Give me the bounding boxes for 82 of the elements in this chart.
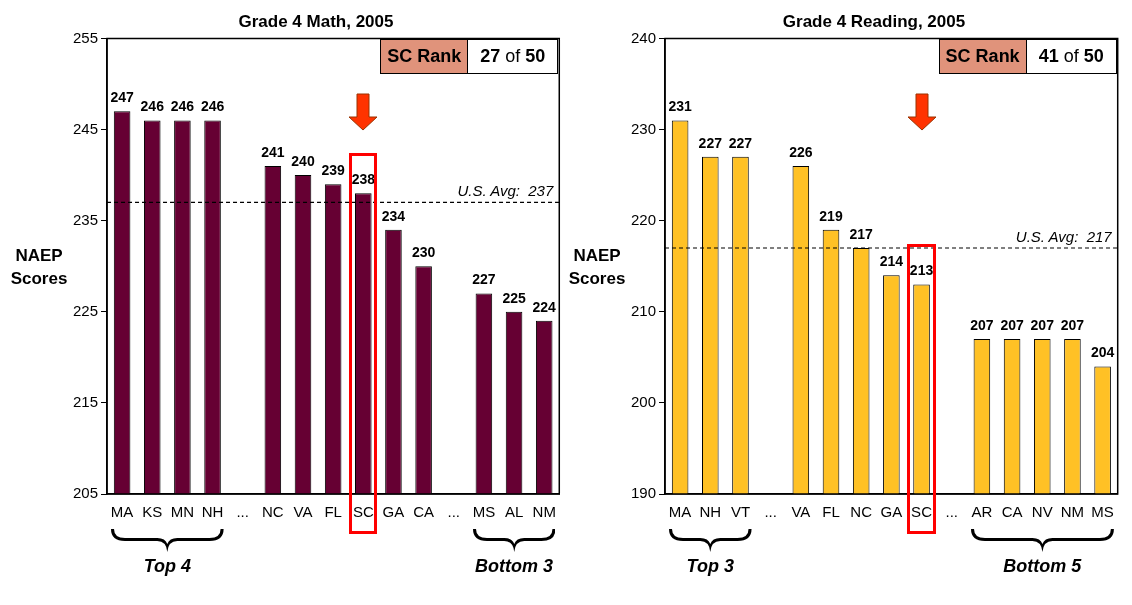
x-tick-label: VA — [791, 503, 811, 521]
ref-line-label: U.S. Avg: 217 — [1015, 227, 1113, 245]
y-tick-label: 205 — [73, 484, 99, 502]
data-label: 230 — [411, 244, 436, 261]
x-tick-label: SC — [352, 503, 374, 521]
annotation: 27 of 50 — [480, 46, 546, 67]
x-tick-label: FL — [822, 503, 840, 521]
text: Bottom 3 — [474, 556, 555, 577]
data-label: 246 — [170, 98, 195, 115]
data-label: 207 — [1060, 316, 1085, 333]
data-label: 204 — [1090, 344, 1115, 361]
x-tick-label: GA — [382, 503, 405, 521]
data-label: 224 — [532, 298, 557, 315]
x-tick-label: CA — [413, 503, 435, 521]
data-label: 225 — [502, 289, 526, 306]
x-tick-label: VA — [293, 503, 313, 521]
data-label: 247 — [110, 89, 134, 106]
y-tick-label: 235 — [73, 210, 99, 228]
data-label: 219 — [819, 207, 843, 224]
x-tick-label: AR — [971, 503, 993, 521]
chart-title: Grade 4 Reading, 2005 — [782, 11, 966, 31]
data-label: 241 — [261, 143, 285, 160]
chart-title: Grade 4 Math, 2005 — [238, 11, 394, 31]
y-tick-label: 190 — [631, 484, 657, 502]
x-tick-label: FL — [324, 503, 342, 521]
data-label: 226 — [789, 143, 813, 160]
x-tick-label: ... — [764, 503, 777, 521]
data-label: 246 — [200, 98, 225, 115]
data-label: 227 — [728, 134, 753, 151]
text: Top 3 — [685, 556, 735, 577]
x-tick-label: SC — [911, 503, 933, 521]
x-tick-label: MN — [170, 503, 195, 521]
x-tick-label: CA — [1001, 503, 1023, 521]
data-label: 231 — [668, 98, 693, 115]
data-label: 240 — [291, 152, 315, 169]
x-tick-label: NM — [532, 503, 556, 521]
annotation: 41 of 50 — [1038, 46, 1104, 67]
data-label: 217 — [849, 225, 874, 242]
data-label: 207 — [1030, 316, 1055, 333]
x-tick-label: KS — [142, 503, 163, 521]
annotation: SC Rank — [381, 40, 469, 74]
text: Bottom 5 — [1002, 556, 1083, 577]
x-tick-label: ... — [236, 503, 249, 521]
x-tick-label: GA — [880, 503, 903, 521]
y-tick-label: 225 — [73, 301, 99, 319]
text: Top 4 — [142, 556, 192, 577]
y-axis-title: NAEP Scores — [9, 245, 69, 291]
data-label: 234 — [381, 207, 406, 224]
y-tick-label: 240 — [631, 28, 657, 46]
x-tick-label: MA — [668, 503, 692, 521]
y-tick-label: 220 — [631, 210, 657, 228]
x-tick-label: ... — [447, 503, 461, 521]
y-tick-label: 230 — [631, 119, 657, 137]
y-tick-label: 215 — [73, 393, 99, 411]
y-tick-label: 210 — [631, 301, 657, 319]
x-tick-label: NH — [201, 503, 224, 521]
y-tick-label: 255 — [73, 28, 99, 46]
annotation: SC Rank — [939, 40, 1027, 74]
x-tick-label: NC — [850, 503, 873, 521]
data-label: 227 — [698, 134, 723, 151]
x-tick-label: VT — [730, 503, 751, 521]
x-tick-label: MA — [110, 503, 134, 521]
y-tick-label: 200 — [631, 393, 657, 411]
y-tick-label: 245 — [73, 119, 99, 137]
ref-line-label: U.S. Avg: 237 — [457, 182, 554, 200]
data-label: 207 — [970, 316, 994, 333]
x-tick-label: NH — [699, 503, 722, 521]
x-tick-label: ... — [945, 503, 958, 521]
x-tick-label: NM — [1060, 503, 1085, 521]
x-tick-label: MS — [472, 503, 496, 521]
x-tick-label: NV — [1031, 503, 1053, 521]
x-tick-label: NC — [262, 503, 284, 521]
x-tick-label: MS — [1091, 503, 1114, 521]
data-label: 214 — [879, 253, 904, 270]
data-label: 239 — [321, 162, 346, 179]
data-label: 238 — [351, 171, 376, 188]
data-label: 227 — [472, 271, 496, 288]
data-label: 213 — [909, 262, 934, 279]
data-label: 246 — [140, 98, 165, 115]
y-axis-title: NAEP Scores — [567, 245, 627, 291]
x-tick-label: AL — [504, 503, 524, 521]
data-label: 207 — [1000, 316, 1024, 333]
